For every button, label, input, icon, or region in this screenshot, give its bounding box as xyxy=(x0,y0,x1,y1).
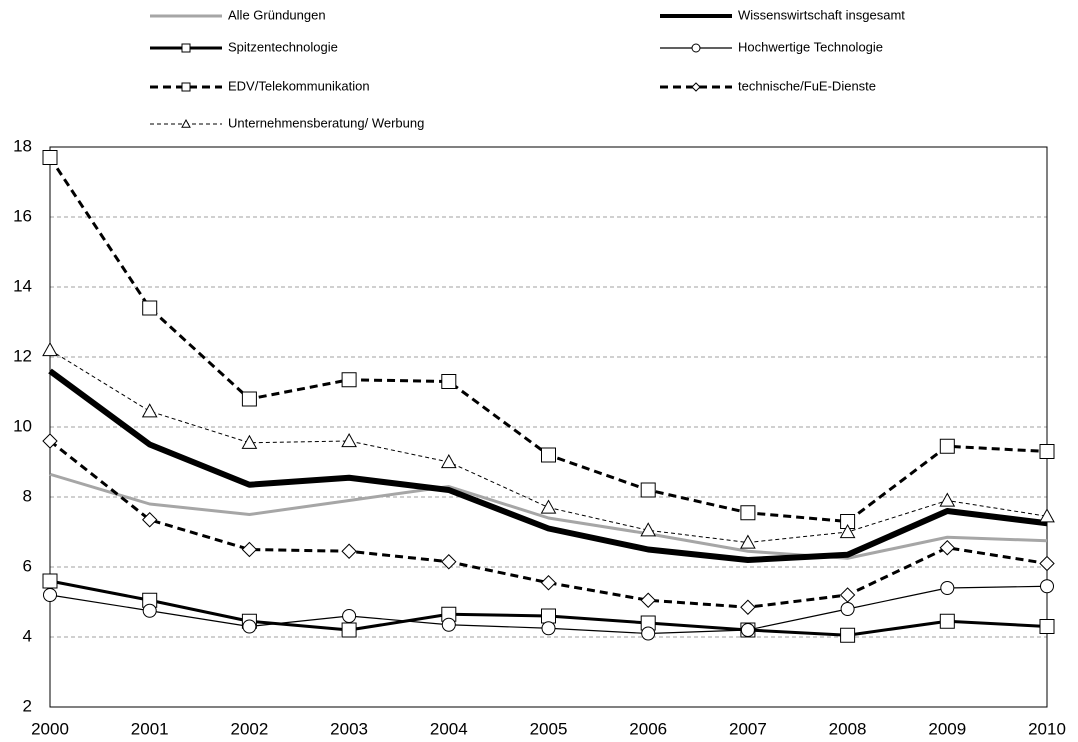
marker xyxy=(141,403,158,418)
x-tick-label: 2002 xyxy=(230,719,268,738)
marker xyxy=(840,627,856,643)
marker xyxy=(691,43,701,53)
marker xyxy=(1039,444,1055,459)
marker xyxy=(940,581,955,595)
marker xyxy=(541,608,556,624)
y-tick-label: 6 xyxy=(23,556,32,575)
marker xyxy=(640,522,657,537)
legend-label: Wissenswirtschaft insgesamt xyxy=(738,7,905,22)
marker xyxy=(939,492,956,507)
marker xyxy=(541,621,556,636)
marker xyxy=(440,453,457,469)
marker xyxy=(181,82,191,92)
marker xyxy=(241,434,258,449)
x-tick-label: 2007 xyxy=(729,719,767,738)
x-tick-label: 2008 xyxy=(829,719,867,738)
marker xyxy=(641,626,656,641)
marker xyxy=(342,609,357,623)
marker xyxy=(640,482,656,498)
x-tick-label: 2006 xyxy=(629,719,667,738)
marker xyxy=(341,622,357,638)
x-tick-label: 2001 xyxy=(131,719,169,738)
plot-frame xyxy=(49,146,1048,708)
x-tick-label: 2004 xyxy=(430,719,468,738)
marker xyxy=(441,554,457,570)
y-tick-label: 18 xyxy=(13,136,32,155)
marker xyxy=(1039,508,1055,523)
marker xyxy=(640,592,656,608)
y-tick-label: 2 xyxy=(23,696,32,715)
marker xyxy=(142,300,158,316)
x-tick-label: 2005 xyxy=(530,719,568,738)
marker xyxy=(42,433,58,449)
marker xyxy=(939,438,955,454)
marker xyxy=(341,432,357,448)
marker xyxy=(441,374,457,389)
series-line xyxy=(49,439,1048,609)
x-tick-label: 2010 xyxy=(1028,719,1066,738)
marker xyxy=(939,540,956,556)
legend-label: Spitzentechnologie xyxy=(228,39,338,54)
marker xyxy=(42,341,58,357)
marker xyxy=(740,623,755,637)
y-tick-label: 12 xyxy=(13,346,32,365)
marker xyxy=(181,43,191,53)
marker xyxy=(242,619,257,634)
marker xyxy=(42,150,58,165)
y-tick-label: 14 xyxy=(13,276,32,295)
legend-label: EDV/Telekommunikation xyxy=(228,78,370,93)
marker xyxy=(939,613,955,629)
marker xyxy=(740,505,756,521)
marker xyxy=(839,587,856,603)
marker xyxy=(1039,555,1055,572)
marker xyxy=(241,391,257,407)
marker xyxy=(691,82,701,92)
marker xyxy=(341,372,357,388)
marker xyxy=(181,118,191,128)
series-line xyxy=(49,349,1048,543)
marker xyxy=(42,573,58,589)
y-tick-label: 8 xyxy=(23,486,32,505)
marker xyxy=(441,617,456,632)
marker xyxy=(141,512,158,528)
x-tick-label: 2000 xyxy=(31,719,69,738)
marker xyxy=(541,447,556,463)
marker xyxy=(1039,619,1055,634)
legend-label: Alle Gründungen xyxy=(228,7,326,22)
marker xyxy=(540,575,557,591)
marker xyxy=(540,499,557,514)
marker xyxy=(839,523,856,539)
legend-label: technische/FuE-Dienste xyxy=(738,78,876,93)
series-line xyxy=(49,472,1048,560)
marker xyxy=(142,603,157,618)
marker xyxy=(1040,579,1054,594)
legend-label: Hochwertige Technologie xyxy=(738,39,883,54)
y-tick-label: 4 xyxy=(23,626,32,645)
marker xyxy=(43,588,57,602)
marker xyxy=(341,543,357,559)
y-tick-label: 10 xyxy=(13,416,32,435)
marker xyxy=(740,599,756,615)
marker xyxy=(241,541,258,558)
legend-label: Unternehmensberatung/ Werbung xyxy=(228,115,424,130)
marker xyxy=(840,602,855,616)
x-tick-label: 2009 xyxy=(928,719,966,738)
series-line xyxy=(48,368,1048,563)
y-tick-label: 16 xyxy=(13,206,32,225)
marker xyxy=(740,534,756,549)
x-tick-label: 2003 xyxy=(330,719,368,738)
